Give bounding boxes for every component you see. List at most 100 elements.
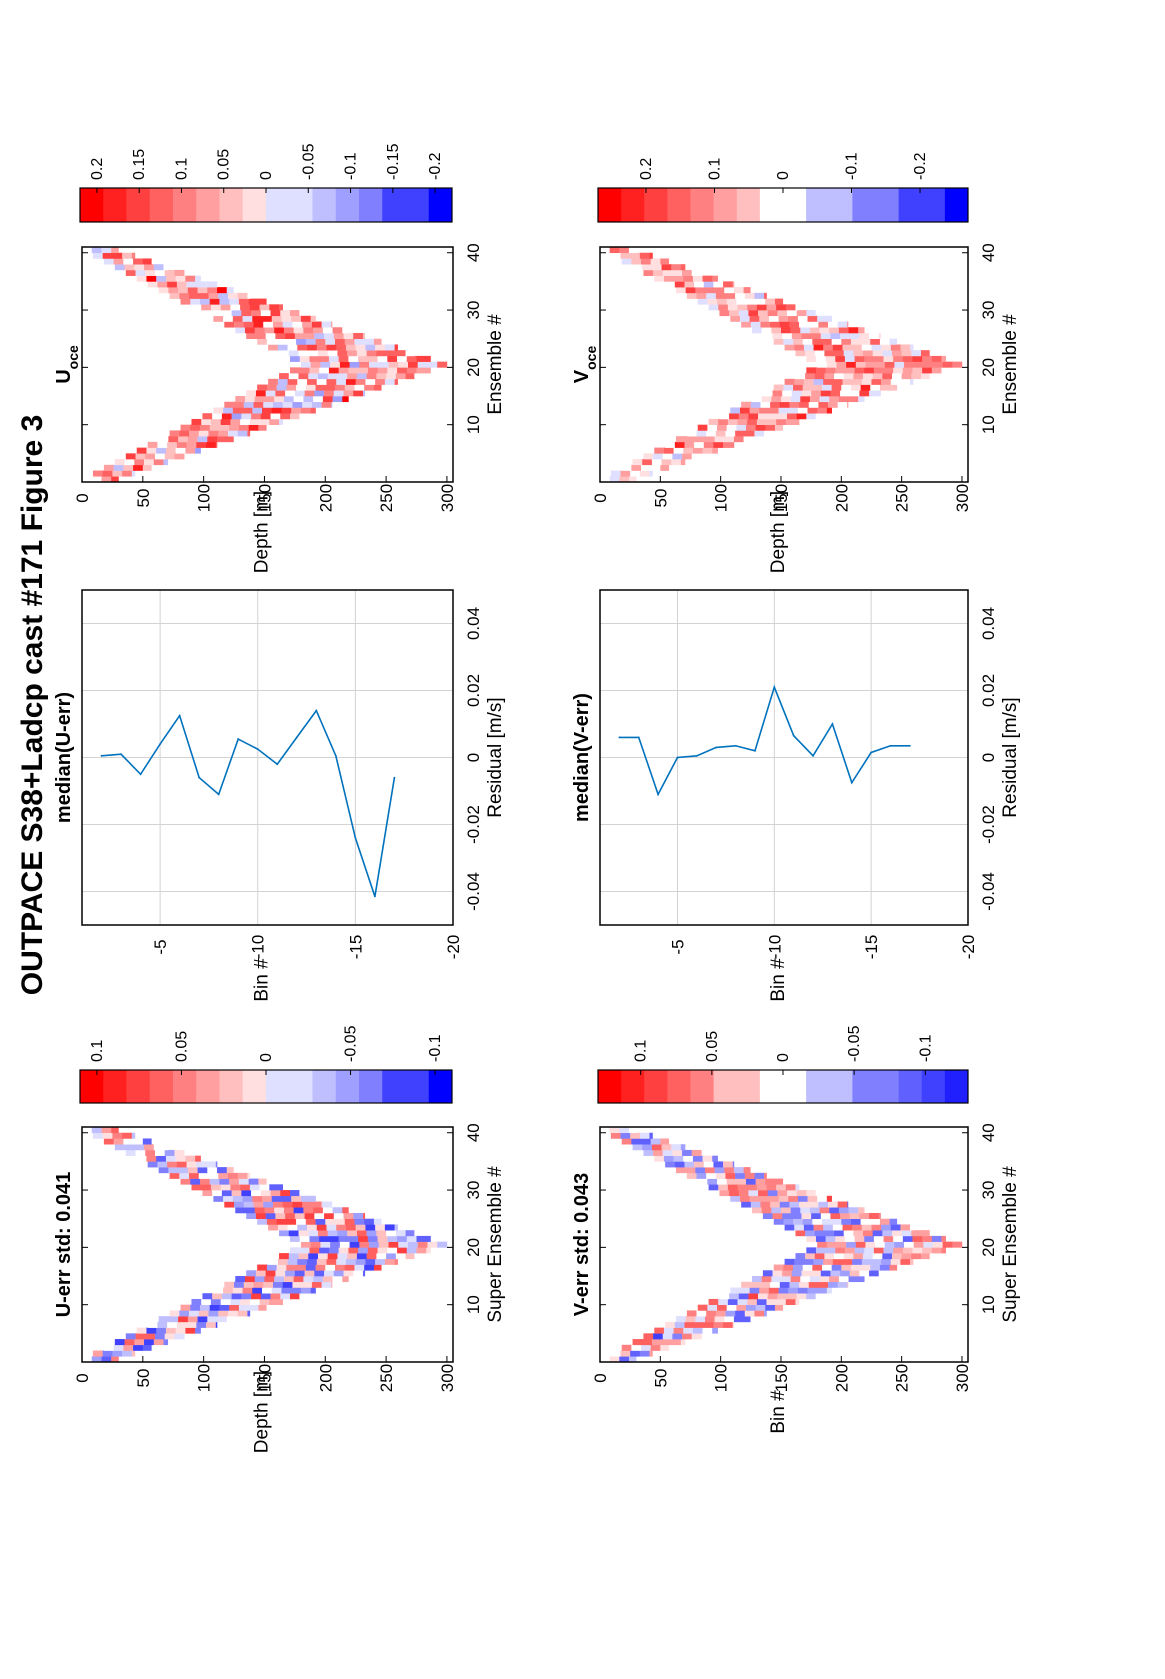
heatmap-cell <box>852 344 863 351</box>
heatmap-cell <box>285 332 296 340</box>
heatmap-cell <box>741 401 752 408</box>
heatmap-cell <box>828 321 838 328</box>
heatmap-cell <box>406 1235 417 1242</box>
heatmap-cell <box>859 390 870 397</box>
heatmap-cell <box>695 1167 706 1174</box>
heatmap-cell <box>145 1149 156 1156</box>
heatmap-cell <box>785 418 796 425</box>
heatmap-cell <box>795 418 800 425</box>
heatmap-cell <box>232 407 243 414</box>
heatmap-cell <box>672 269 683 276</box>
heatmap-cell <box>794 1224 805 1231</box>
heatmap-cell <box>157 1321 168 1328</box>
residual-tick-label: 0.04 <box>464 607 483 640</box>
heatmap-cell <box>291 315 302 322</box>
heatmap-cell <box>111 1127 119 1134</box>
heatmap-cell <box>863 1253 873 1260</box>
colorbar-segment <box>428 188 453 222</box>
heatmap-cell <box>331 1201 333 1208</box>
heatmap-cell <box>353 1212 364 1220</box>
heatmap-cell <box>748 310 759 317</box>
heatmap-cell <box>834 1230 845 1237</box>
heatmap-cell <box>218 1310 229 1317</box>
heatmap-cell <box>288 1253 299 1260</box>
heatmap-cell <box>153 459 164 466</box>
heatmap-cell <box>835 1247 846 1254</box>
heatmap-cell <box>854 355 865 362</box>
colorbar-segment <box>806 1070 830 1103</box>
heatmap-cell <box>662 1149 673 1156</box>
heatmap-cell <box>735 430 746 437</box>
heatmap-cell <box>405 1253 415 1260</box>
heatmap-cell <box>826 315 832 322</box>
heatmap-cell <box>191 418 202 425</box>
bin-tick-label: -5 <box>151 939 170 954</box>
heatmap-cell <box>805 1253 816 1260</box>
colorbar-segment <box>621 1070 645 1103</box>
heatmap-cell <box>663 1327 674 1334</box>
panel-title: Voce <box>571 346 599 384</box>
heatmap-cell <box>790 327 801 334</box>
heatmap-cell <box>373 338 382 345</box>
colorbar-segment <box>289 1070 313 1103</box>
colorbar-tick-label: -0.1 <box>343 152 360 180</box>
median-point <box>734 744 737 747</box>
heatmap-cell <box>686 1310 697 1317</box>
colorbar-segment <box>126 188 151 222</box>
heatmap-cell <box>749 1287 760 1294</box>
heatmap-cell <box>941 355 946 362</box>
heatmap-cell <box>841 1218 852 1225</box>
heatmap-cell <box>252 407 263 414</box>
heatmap-cell <box>788 407 799 414</box>
heatmap-cell <box>651 1144 662 1151</box>
heatmap-cell <box>662 453 673 460</box>
heatmap-cell <box>837 1281 848 1288</box>
heatmap-cell <box>165 1327 176 1334</box>
colorbar-tick-label: 0.15 <box>131 149 148 180</box>
ensemble-tick-label: 40 <box>979 243 998 262</box>
heatmap-cell <box>719 413 730 420</box>
heatmap-cell <box>260 1190 271 1197</box>
heatmap-cell <box>212 1190 223 1197</box>
heatmap-cell <box>761 1276 772 1283</box>
heatmap-cell <box>356 350 367 357</box>
heatmap-cell <box>164 269 175 276</box>
median-point <box>618 736 621 739</box>
heatmap-cell <box>373 1264 382 1271</box>
heatmap-cell <box>813 1258 824 1265</box>
heatmap-cell <box>213 1195 224 1202</box>
heatmap-cell <box>304 1212 315 1220</box>
heatmap-cell <box>156 1155 167 1162</box>
heatmap-cell <box>801 1212 812 1220</box>
heatmap-cell <box>830 1212 841 1220</box>
heatmap-cell <box>826 1195 832 1202</box>
heatmap-cell <box>840 1212 851 1220</box>
heatmap-cell <box>146 447 157 454</box>
heatmap-cell <box>858 327 865 334</box>
heatmap-cell <box>198 292 209 299</box>
heatmap-cell <box>780 396 791 403</box>
heatmap-cell <box>872 350 883 357</box>
depth-tick-label: 250 <box>893 484 912 512</box>
heatmap-cell <box>621 258 632 265</box>
heatmap-cell <box>319 1247 330 1254</box>
colorbar-tick-label: 0.2 <box>638 158 655 180</box>
heatmap-cell <box>348 1247 359 1254</box>
heatmap-cell <box>290 310 300 317</box>
heatmap-cell <box>146 1327 157 1334</box>
median-point <box>354 837 357 839</box>
heatmap-cell <box>811 332 822 340</box>
heatmap-cell <box>707 1304 718 1311</box>
heatmap-cell <box>247 292 251 299</box>
heatmap-cell <box>799 1281 810 1288</box>
heatmap-cell <box>309 1235 320 1242</box>
heatmap-cell <box>808 321 819 328</box>
heatmap-cell <box>322 396 333 403</box>
heatmap-cell <box>796 310 807 317</box>
heatmap-cell <box>212 413 223 420</box>
heatmap-cell <box>164 453 175 460</box>
heatmap-cell <box>135 1149 146 1156</box>
heatmap-cell <box>680 1339 686 1346</box>
heatmap-cell <box>694 281 705 288</box>
